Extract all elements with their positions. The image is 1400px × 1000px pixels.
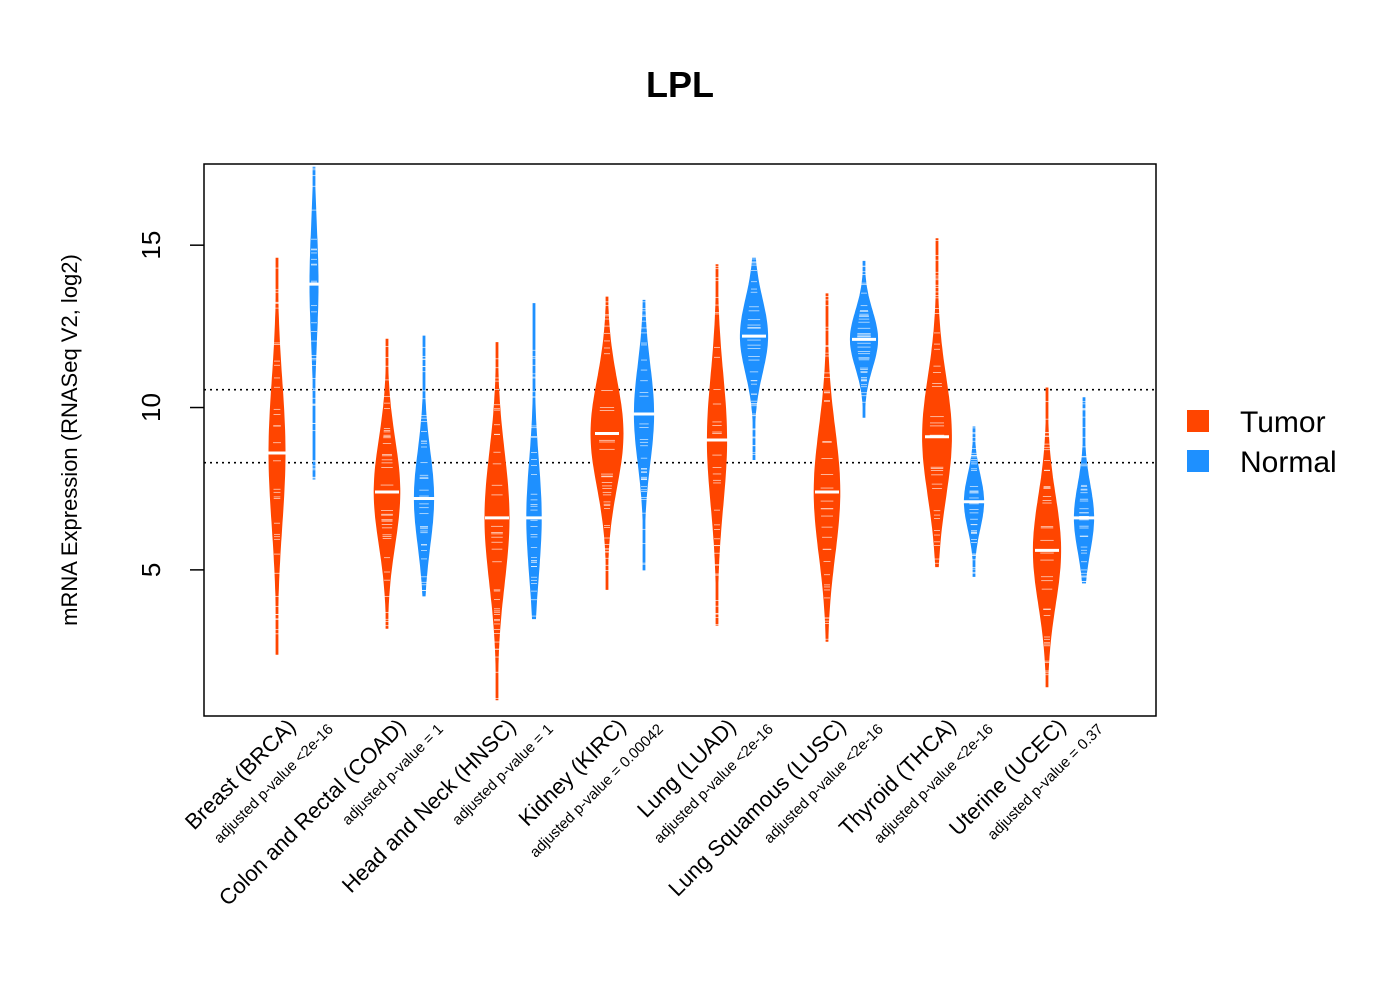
violin-normal	[412, 335, 436, 597]
legend-label: Normal	[1240, 446, 1337, 479]
legend-item-tumor: Tumor	[1187, 406, 1326, 439]
violin-normal	[302, 166, 326, 480]
chart-title: LPL	[646, 64, 714, 105]
violin-normal	[849, 260, 879, 418]
violin-normal	[962, 426, 986, 577]
legend-item-normal: Normal	[1187, 446, 1337, 479]
violin-normal	[739, 257, 769, 460]
plot-frame	[203, 163, 1157, 717]
y-axis-label: mRNA Expression (RNASeq V2, log2)	[57, 254, 82, 626]
violin-normal	[632, 299, 656, 571]
violin-tumor	[590, 296, 624, 590]
legend: Tumor Normal	[1187, 406, 1337, 479]
legend-swatch	[1187, 410, 1209, 432]
y-tick-label: 5	[136, 563, 166, 577]
category-group: Uterine (UCEC)adjusted p-value = 0.37	[944, 387, 1107, 843]
violin-tumor	[265, 257, 289, 655]
y-tick-label: 10	[136, 393, 166, 422]
violin-tumor	[705, 264, 729, 626]
violin-normal	[522, 303, 546, 620]
y-tick-label: 15	[136, 231, 166, 260]
category-group: Lung (LUAD)adjusted p-value <2e-16	[632, 257, 777, 847]
violin-tumor	[813, 293, 841, 642]
legend-label: Tumor	[1240, 406, 1326, 439]
violin-normal	[1072, 397, 1096, 584]
violin-tumor	[484, 342, 510, 701]
violin-tumor	[922, 238, 952, 568]
violin-tumor	[1032, 387, 1062, 688]
violin-tumor	[373, 338, 401, 629]
legend-swatch	[1187, 450, 1209, 472]
